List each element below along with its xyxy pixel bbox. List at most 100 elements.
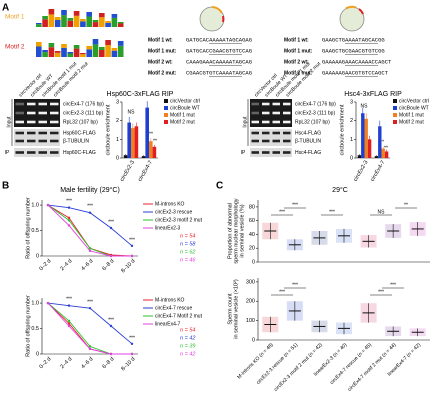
- band: [272, 120, 280, 124]
- annotation: NS: [378, 209, 386, 215]
- logo-letter: [73, 45, 80, 49]
- point: [88, 347, 92, 351]
- band: [27, 111, 36, 115]
- logo-letter: [61, 44, 67, 48]
- logo-letter: [54, 17, 61, 20]
- y-tick-label: 2: [116, 118, 119, 124]
- legend-swatch: [164, 106, 168, 110]
- band: [15, 111, 24, 115]
- legend-label: M-introns KO: [155, 201, 185, 207]
- seq-label: Motif 1 mut:: [284, 48, 313, 54]
- panel-label: C: [216, 181, 223, 192]
- band: [38, 151, 47, 154]
- y-tick-label: 0: [252, 259, 255, 265]
- band: [15, 102, 24, 106]
- band: [272, 102, 280, 106]
- logo-letter: [105, 45, 111, 57]
- y-axis-label: Ratio of offspring number: [25, 295, 31, 357]
- band: [262, 111, 270, 115]
- band: [283, 120, 291, 124]
- band-label: circEx2-3 (111 bp): [295, 110, 335, 116]
- logo-letter: [86, 16, 92, 27]
- band: [38, 111, 47, 115]
- y-tick-label: 3: [116, 99, 119, 105]
- motif-site: [358, 8, 364, 15]
- logo-letter: [67, 20, 74, 27]
- logo-letter: [80, 21, 86, 27]
- bar: [145, 107, 149, 158]
- annotation: ***: [378, 289, 384, 295]
- band: [283, 102, 291, 106]
- seq-label: Motif 2 wt:: [284, 59, 309, 65]
- point: [130, 342, 134, 346]
- bar: [367, 139, 372, 158]
- y-tick-label: 1.0: [31, 301, 39, 307]
- band-label: circEx2-3 (111 bp): [63, 110, 103, 116]
- annotation: ***: [66, 296, 72, 302]
- bar: [127, 122, 131, 158]
- band-label: β-TUBULIN: [295, 138, 321, 144]
- logo-letter: [42, 19, 48, 27]
- logo-letter: [117, 22, 124, 24]
- band: [15, 131, 24, 135]
- circ-diagram: [199, 5, 365, 32]
- logo-letter: [54, 52, 61, 57]
- point: [130, 352, 134, 356]
- logo-letter: [86, 12, 92, 17]
- band: [15, 139, 24, 143]
- logo-letter: [48, 14, 55, 27]
- logo-letter: [92, 39, 99, 45]
- logo-letter: [99, 50, 105, 57]
- logo-letter: [105, 40, 111, 46]
- y-tick-label: 0: [116, 155, 119, 161]
- annotation: **: [384, 145, 388, 151]
- logo-letter: [117, 45, 124, 57]
- annotation: ***: [129, 237, 135, 243]
- point: [88, 211, 92, 214]
- logo-letter: [61, 15, 67, 27]
- band: [251, 120, 259, 124]
- band-label: Hsp60C-FLAG: [63, 130, 96, 136]
- annotation: ***: [66, 198, 72, 204]
- chart-title: 29°C: [332, 186, 348, 194]
- y-axis-label: sperm nuclear morphology: [233, 198, 239, 263]
- annotation: ***: [129, 335, 135, 341]
- motif-name: Motif 1: [5, 14, 25, 21]
- logo-letter: [117, 23, 124, 27]
- sequence: GAAAAAGAACGTGTCCAGCT: [322, 69, 389, 76]
- seq-label: Motif 2 wt:: [148, 59, 173, 65]
- bar: [374, 156, 379, 158]
- sequence: CAAAGAAACAAAAATAGCAG: [186, 58, 252, 65]
- band: [262, 102, 270, 106]
- seq-label: Motif 1 mut:: [148, 48, 177, 54]
- y-tick-label: 0: [36, 253, 39, 259]
- band-label: Hsc4-FLAG: [295, 130, 321, 136]
- point: [67, 206, 71, 209]
- point: [109, 226, 113, 230]
- logo-letter: [67, 53, 74, 57]
- logo-letter: [99, 13, 105, 18]
- panel-label: A: [2, 3, 9, 14]
- point: [109, 352, 113, 356]
- motif-site: [211, 6, 223, 14]
- band: [262, 151, 270, 154]
- seq-label: Motif 1 wt:: [284, 37, 309, 43]
- legend-swatch: [164, 99, 168, 103]
- n-label: n = 54: [180, 327, 195, 333]
- n-label: n = 58: [180, 241, 196, 247]
- point: [67, 219, 71, 222]
- band: [38, 120, 47, 124]
- logo-letter: [61, 10, 67, 16]
- logo-letter: [105, 21, 111, 23]
- y-tick-label: 0: [252, 337, 255, 343]
- chart-title: Hsc4-3xFLAG RIP: [344, 91, 402, 98]
- point: [88, 345, 92, 348]
- logo-letter: [67, 18, 74, 21]
- band: [50, 120, 59, 124]
- band: [27, 131, 36, 135]
- point: [67, 224, 71, 227]
- bar: [364, 118, 368, 158]
- annotation: **: [149, 131, 153, 137]
- legend-swatch: [164, 120, 168, 124]
